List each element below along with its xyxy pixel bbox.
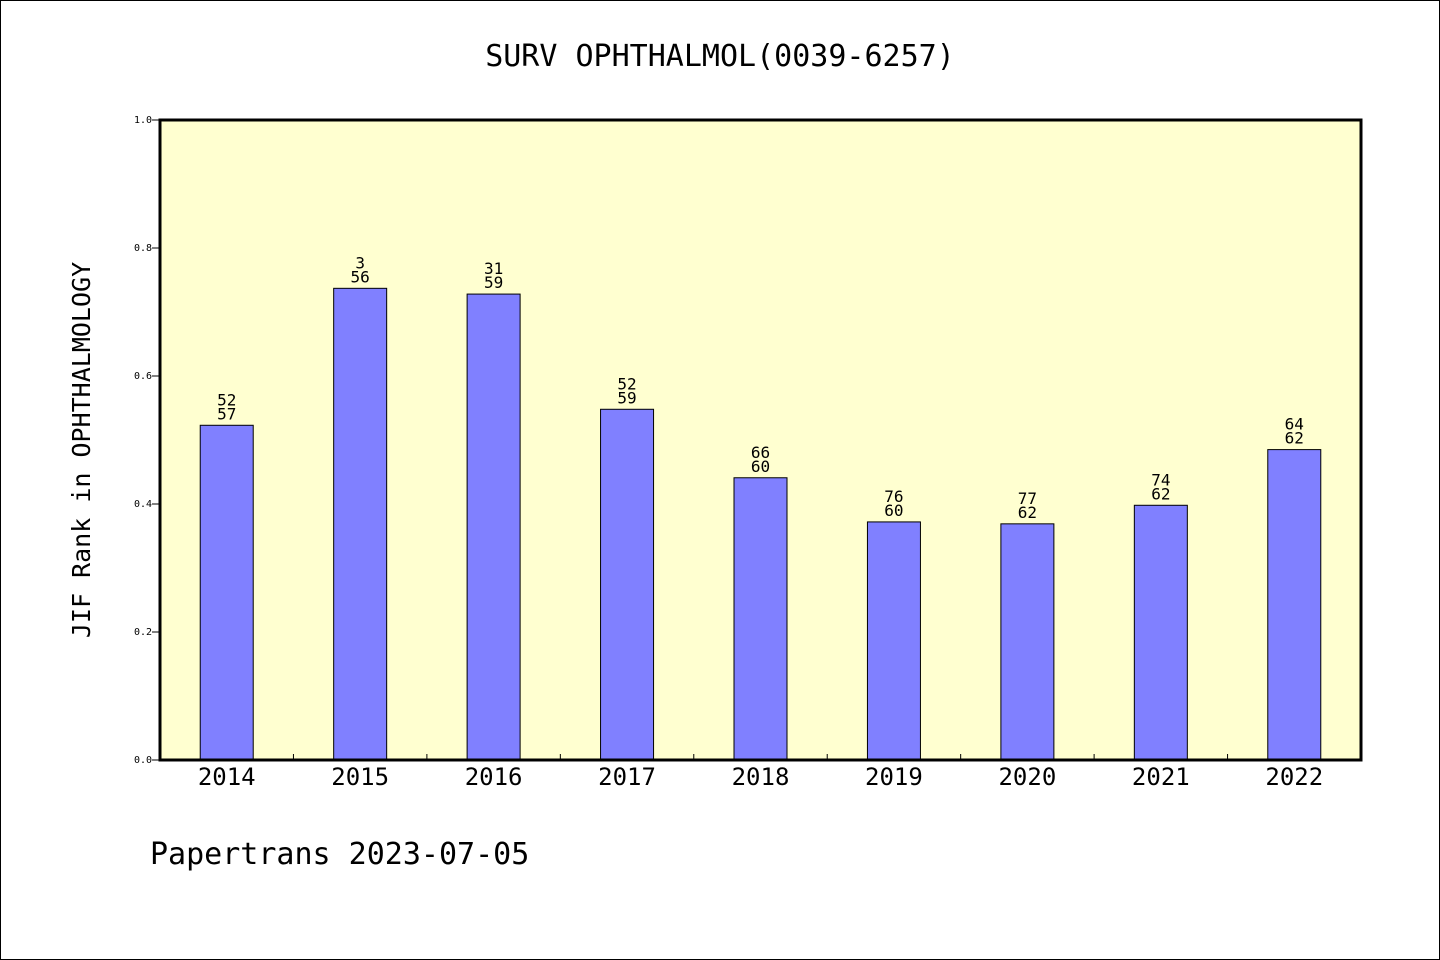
y-tick-label: 0.0 (134, 755, 152, 766)
y-tick-label: 0.4 (134, 499, 152, 510)
footer-text: Papertrans 2023-07-05 (150, 837, 529, 872)
y-axis-label: JIF Rank in OPHTHALMOLOGY (67, 262, 96, 638)
x-tick-label: 2016 (465, 763, 523, 791)
x-tick-label: 2019 (865, 763, 923, 791)
bar-2018 (733, 477, 788, 761)
x-axis-ticks: 2014 2015 2016 2017 2018 2019 2020 2021 2022 (198, 754, 1323, 791)
bar-label-bottom: 56 (351, 267, 370, 286)
bar-2019 (866, 521, 921, 761)
y-tick-label: 1.0 (134, 115, 152, 126)
bar-label-bottom: 60 (751, 457, 770, 476)
bar-2017 (600, 408, 655, 761)
bar-label-bottom: 60 (884, 501, 903, 520)
bar-2014 (199, 424, 254, 761)
x-tick-label: 2020 (998, 763, 1056, 791)
bar-label-bottom: 62 (1151, 484, 1170, 503)
bar-label-top: 31 (484, 259, 503, 278)
bar-2022 (1267, 449, 1322, 761)
chart-title: SURV OPHTHALMOL(0039-6257) (485, 39, 955, 74)
bar-2020 (1000, 523, 1055, 761)
bar-label-top: 3 (355, 253, 365, 272)
bar-label-top: 52 (217, 390, 236, 409)
bar-label-top: 77 (1018, 489, 1037, 508)
bar-label-bottom: 62 (1018, 503, 1037, 522)
bar-2021 (1133, 504, 1188, 761)
plot-border (158, 118, 1363, 762)
x-tick-label: 2014 (198, 763, 256, 791)
bar-label-bottom: 59 (617, 388, 636, 407)
y-tick-label: 0.6 (134, 371, 152, 382)
bar-label-top: 66 (751, 443, 770, 462)
x-tick-label: 2021 (1132, 763, 1190, 791)
x-tick-label: 2018 (732, 763, 790, 791)
y-tick-label: 0.2 (134, 627, 152, 638)
y-axis-ticks: 0.0 0.2 0.4 0.6 0.8 1.0 (134, 115, 160, 766)
bar-2016 (466, 293, 521, 761)
bar-label-bottom: 59 (484, 273, 503, 292)
bar-2015 (333, 287, 388, 761)
bars (199, 287, 1322, 761)
x-tick-label: 2017 (598, 763, 656, 791)
y-tick-label: 0.8 (134, 243, 152, 254)
bar-label-top: 76 (884, 487, 903, 506)
bar-label-bottom: 62 (1285, 429, 1304, 448)
bar-label-top: 64 (1285, 415, 1304, 434)
x-tick-label: 2022 (1265, 763, 1323, 791)
x-tick-label: 2015 (331, 763, 389, 791)
bar-label-bottom: 57 (217, 404, 236, 423)
bar-label-top: 74 (1151, 470, 1170, 489)
bar-label-top: 52 (617, 374, 636, 393)
